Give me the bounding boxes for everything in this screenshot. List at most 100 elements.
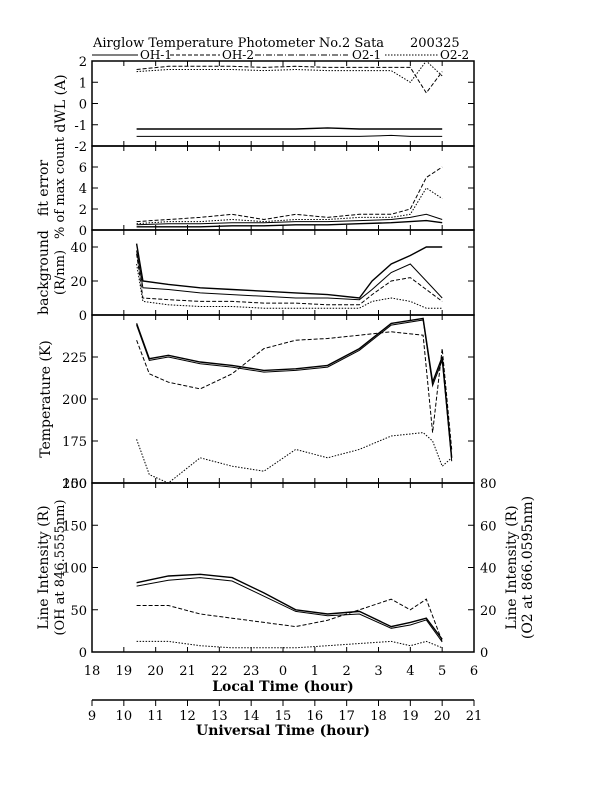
series-line-oh-2-fit-error bbox=[136, 213, 443, 226]
y-tick-label-fit-error: 6 bbox=[79, 161, 87, 176]
x-tick-label-local: 23 bbox=[243, 664, 260, 679]
y-tick-label-line-intensity: 50 bbox=[70, 604, 87, 619]
x-tick-label-local: 21 bbox=[179, 664, 196, 679]
y-axis-label-fit-error: fit error bbox=[36, 160, 52, 217]
x-tick-label-universal: 18 bbox=[370, 709, 387, 724]
x-axis-label-local: Local Time (hour) bbox=[212, 679, 354, 695]
y-right-tick-label: 80 bbox=[480, 477, 497, 492]
x-tick-label-universal: 19 bbox=[402, 709, 419, 724]
x-axes: 18 19 20 21 22 23 0 1 2 3 4 5 69 10 11 12 13 14 15 16 17 18 19… bbox=[84, 664, 483, 724]
y-axis-label2-line-intensity: (OH at 846.5555nm) bbox=[53, 499, 68, 635]
x-tick-label-local: 18 bbox=[84, 664, 101, 679]
series-line-oh-2-dwl bbox=[136, 134, 443, 137]
panel-frame-background bbox=[91, 229, 475, 316]
y-tick-label-fit-error: 0 bbox=[79, 224, 87, 239]
y-axis-label-line-intensity: Line Intensity (R) bbox=[36, 505, 52, 629]
y-tick-label-background: 20 bbox=[70, 275, 87, 290]
x-tick-label-local: 2 bbox=[343, 664, 351, 679]
panel-fit-error: 6 4 2 0 fit error% of max count bbox=[36, 136, 475, 239]
series-line-o2-2-line-intensity bbox=[136, 640, 443, 649]
series-line-o2-1-fit-error bbox=[136, 166, 443, 223]
series-line-o2-1-temperature bbox=[136, 331, 453, 450]
y-tick-label-fit-error: 2 bbox=[79, 203, 87, 218]
y-tick-label-temperature: 225 bbox=[62, 351, 87, 366]
x-tick-label-universal: 20 bbox=[434, 709, 451, 724]
series-line-o2-2-fit-error bbox=[136, 187, 443, 225]
panel-background: 40 20 0 background (R/nm) bbox=[36, 229, 475, 324]
x-axis-label-universal: Universal Time (hour) bbox=[196, 723, 370, 739]
x-tick-label-local: 22 bbox=[211, 664, 228, 679]
x-tick-label-universal: 12 bbox=[179, 709, 196, 724]
panel-frame-fit-error bbox=[91, 145, 475, 231]
y-axis-label2-fit-error: % of max count bbox=[53, 136, 68, 239]
y-tick-label-background: 0 bbox=[79, 309, 87, 324]
x-tick-label-local: 0 bbox=[279, 664, 287, 679]
y-axis-label-temperature: Temperature (K) bbox=[38, 340, 54, 458]
x-tick-label-universal: 17 bbox=[338, 709, 355, 724]
series-line-oh-1-line-intensity bbox=[136, 573, 443, 640]
panel-frame-line-intensity bbox=[91, 482, 475, 653]
series-line-o2-1-dwl bbox=[136, 65, 443, 94]
y-tick-label-line-intensity: 200 bbox=[62, 477, 87, 492]
y-axis-label-background: background bbox=[36, 230, 52, 315]
y-tick-label-dwl: 2 bbox=[79, 55, 87, 70]
series-line-o2-1-line-intensity bbox=[136, 598, 443, 642]
series-line-oh-1-dwl bbox=[136, 127, 443, 130]
y-tick-label-temperature: 175 bbox=[62, 435, 87, 450]
y-right-tick-label: 40 bbox=[480, 562, 497, 577]
x-tick-label-universal: 10 bbox=[116, 709, 133, 724]
y-tick-label-dwl: 0 bbox=[79, 98, 87, 113]
y-tick-label-fit-error: 4 bbox=[79, 182, 87, 197]
panel-frame-dwl bbox=[91, 60, 475, 147]
series-line-oh-2-background bbox=[136, 250, 443, 301]
y-right-axis-label-2: (O2 at 866.0595nm) bbox=[520, 496, 536, 639]
series-line-oh-2-temperature bbox=[136, 319, 453, 462]
legend-label-o21: O2-1 bbox=[352, 48, 381, 62]
x-tick-label-local: 20 bbox=[147, 664, 164, 679]
x-tick-label-universal: 13 bbox=[211, 709, 228, 724]
y-tick-label-line-intensity: 150 bbox=[62, 519, 87, 534]
y-tick-label-dwl: 1 bbox=[79, 76, 87, 91]
x-tick-label-universal: 16 bbox=[307, 709, 324, 724]
x-tick-label-local: 6 bbox=[470, 664, 478, 679]
legend-label-oh1: OH-1 bbox=[140, 48, 172, 62]
series-line-o2-1-background bbox=[136, 253, 443, 306]
y-tick-label-line-intensity: 0 bbox=[79, 646, 87, 661]
y-right-tick-label: 60 bbox=[480, 519, 497, 534]
y-tick-label-temperature: 200 bbox=[62, 393, 87, 408]
x-tick-label-universal: 21 bbox=[466, 709, 483, 724]
x-tick-label-local: 4 bbox=[406, 664, 414, 679]
y-right-axis-label: Line Intensity (R) bbox=[504, 505, 520, 629]
y-tick-label-temperature: 150 bbox=[62, 477, 87, 492]
x-tick-label-local: 3 bbox=[374, 664, 382, 679]
legend-label-o22: O2-2 bbox=[440, 48, 469, 62]
panel-dwl: 2 1 0 -1 -2 dWL (A) bbox=[53, 55, 475, 155]
legend: OH-1 OH-2 O2-1 O2-2 bbox=[92, 48, 469, 62]
y-right-tick-label: 20 bbox=[480, 604, 497, 619]
series-line-oh-1-temperature bbox=[135, 317, 453, 458]
x-tick-label-universal: 15 bbox=[275, 709, 292, 724]
y-tick-label-dwl: -1 bbox=[74, 119, 87, 134]
x-tick-label-local: 1 bbox=[311, 664, 319, 679]
legend-label-oh2: OH-2 bbox=[222, 48, 254, 62]
figure-title: Airglow Temperature Photometer No.2 Sata bbox=[92, 36, 384, 51]
x-tick-label-universal: 9 bbox=[88, 709, 96, 724]
y-tick-label-dwl: -2 bbox=[74, 140, 87, 155]
series-line-oh-1-background bbox=[135, 243, 443, 299]
x-tick-label-local: 19 bbox=[116, 664, 133, 679]
x-tick-label-local: 5 bbox=[438, 664, 446, 679]
x-tick-label-universal: 11 bbox=[147, 709, 164, 724]
y-axis-label-dwl: dWL (A) bbox=[53, 74, 69, 132]
x-tick-label-universal: 14 bbox=[243, 709, 260, 724]
series-line-o2-2-temperature bbox=[136, 432, 453, 483]
y-right-tick-label: 0 bbox=[480, 646, 488, 661]
figure-date: 200325 bbox=[410, 36, 460, 51]
panel-temperature: 225 200 175 150 Temperature (K) bbox=[38, 314, 475, 492]
y-axis-label2-background: (R/nm) bbox=[53, 250, 68, 295]
y-tick-label-line-intensity: 100 bbox=[62, 562, 87, 577]
series-line-oh-1-fit-error bbox=[136, 219, 443, 228]
y-tick-label-background: 40 bbox=[70, 241, 87, 256]
